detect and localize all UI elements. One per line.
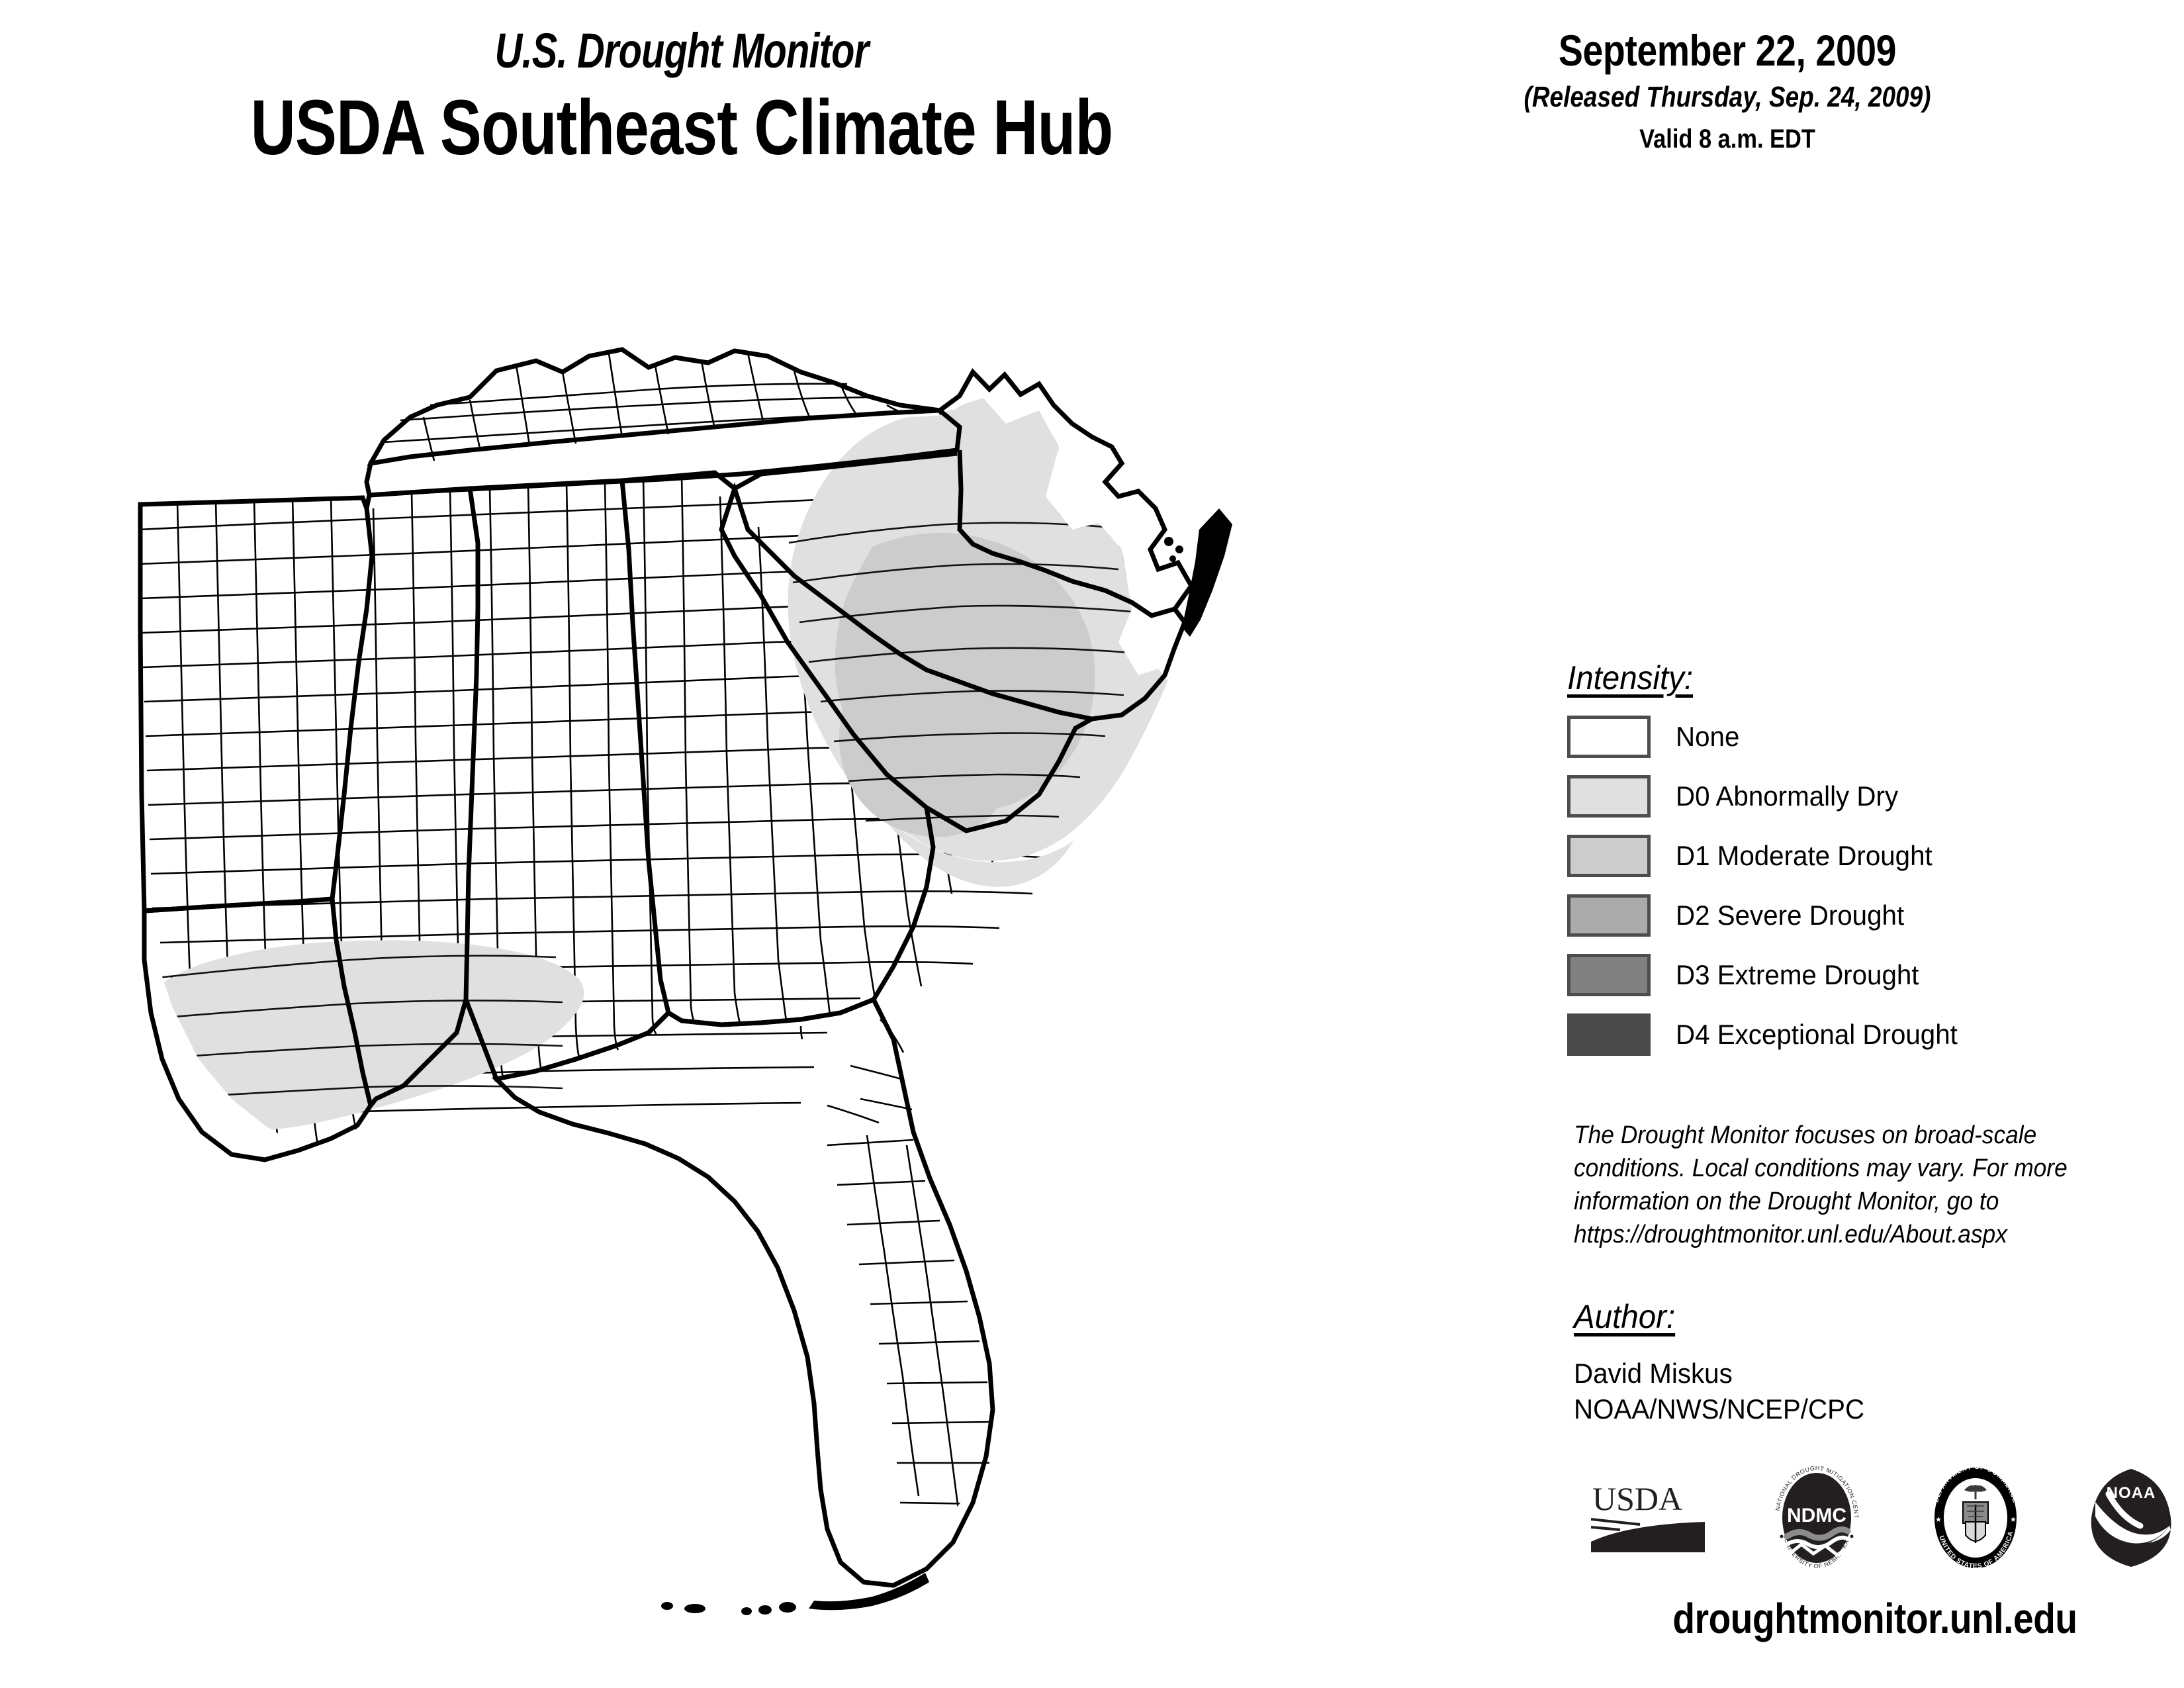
county-boundaries-overlay xyxy=(140,522,1132,1100)
author-heading: Author: xyxy=(1574,1298,1676,1335)
drought-region-d1-sc-peedee xyxy=(839,663,1012,837)
legend-item-d3[interactable]: D3 Extreme Drought xyxy=(1567,953,2163,998)
legend-item-d4[interactable]: D4 Exceptional Drought xyxy=(1567,1012,2163,1057)
svg-text:★: ★ xyxy=(2010,1516,2017,1524)
legend-item-none[interactable]: None xyxy=(1567,714,2163,759)
doc-seal: DEPARTMENT OF COMMERCE UNITED STATES OF … xyxy=(1926,1463,2025,1574)
legend-item-d1[interactable]: D1 Moderate Drought xyxy=(1567,833,2163,878)
legend-label-d0: D0 Abnormally Dry xyxy=(1676,780,1899,812)
legend-swatch-d2 xyxy=(1567,894,1651,937)
header-date-block: September 22, 2009 (Released Thursday, S… xyxy=(1377,26,2078,154)
author-block: Author: David Miskus NOAA/NWS/NCEP/CPC xyxy=(1574,1297,2184,1427)
chesapeake-delmarva xyxy=(1164,508,1232,637)
legend-label-d4: D4 Exceptional Drought xyxy=(1676,1019,1958,1050)
valid-date: September 22, 2009 xyxy=(1558,26,1897,75)
state-boundaries xyxy=(138,347,1195,1588)
disclaimer-text: The Drought Monitor focuses on broad-sca… xyxy=(1574,1121,2068,1249)
logo-row: USDA NATIONAL DROUGHT MITIGATION CENTER … xyxy=(1588,1460,2177,1574)
legend-item-d0[interactable]: D0 Abnormally Dry xyxy=(1567,774,2163,819)
legend-item-d2[interactable]: D2 Severe Drought xyxy=(1567,893,2163,938)
legend-label-d3: D3 Extreme Drought xyxy=(1676,959,1919,990)
intensity-legend: Intensity: None D0 Abnormally Dry D1 Mod… xyxy=(1567,659,2163,1072)
legend-heading: Intensity: xyxy=(1567,659,1694,696)
page-title: USDA Southeast Climate Hub xyxy=(250,84,1113,171)
legend-swatch-d3 xyxy=(1567,954,1651,996)
noaa-logo: NOAA xyxy=(2085,1465,2177,1574)
svg-text:NDMC: NDMC xyxy=(1787,1505,1846,1526)
valid-time: Valid 8 a.m. EDT xyxy=(1639,124,1815,154)
drought-region-d0-sc-coast xyxy=(809,675,1073,887)
usda-logo: USDA xyxy=(1588,1478,1707,1561)
drought-map[interactable] xyxy=(99,331,1522,1628)
legend-swatch-d0 xyxy=(1567,775,1651,818)
svg-text:USDA: USDA xyxy=(1592,1480,1682,1517)
legend-label-d1: D1 Moderate Drought xyxy=(1676,840,1933,871)
legend-swatch-d1 xyxy=(1567,835,1651,877)
legend-label-d2: D2 Severe Drought xyxy=(1676,900,1905,931)
legend-swatch-d4 xyxy=(1567,1013,1651,1056)
florida-keys xyxy=(661,1573,929,1615)
product-title: U.S. Drought Monitor xyxy=(494,23,869,78)
footer-url[interactable]: droughtmonitor.unl.edu xyxy=(1672,1595,2077,1642)
svg-text:★: ★ xyxy=(1935,1516,1942,1524)
release-date: (Released Thursday, Sep. 24, 2009) xyxy=(1524,81,1931,114)
svg-text:NOAA: NOAA xyxy=(2107,1484,2156,1502)
author-name: David Miskus xyxy=(1574,1358,1733,1389)
header-title-block: U.S. Drought Monitor USDA Southeast Clim… xyxy=(0,26,1363,169)
legend-label-none: None xyxy=(1676,721,1740,752)
ndmc-logo: NATIONAL DROUGHT MITIGATION CENTER UNIVE… xyxy=(1764,1460,1866,1574)
legend-swatch-none xyxy=(1567,716,1651,758)
author-affiliation: NOAA/NWS/NCEP/CPC xyxy=(1574,1393,1865,1425)
drought-region-d0-gulf xyxy=(138,940,584,1131)
